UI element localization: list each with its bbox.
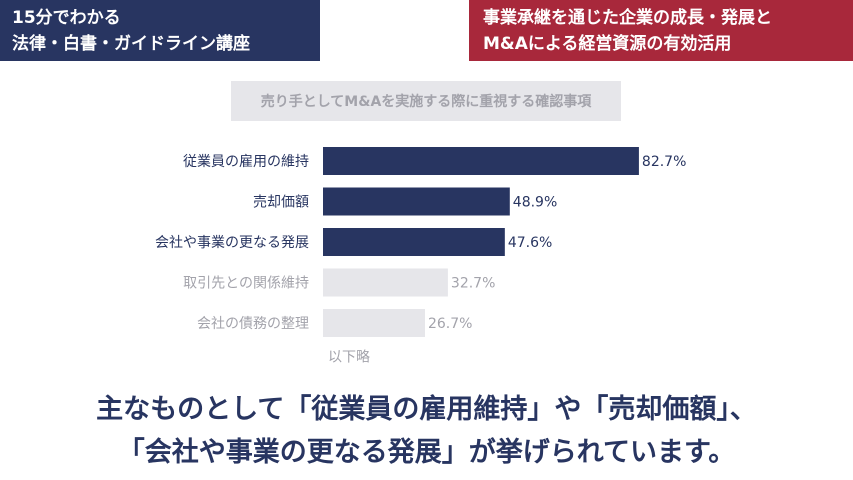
caption-line2: 「会社や事業の更なる発展」が挙げられています。 xyxy=(117,437,736,468)
bar xyxy=(323,147,639,175)
data-label: 48.9% xyxy=(513,195,557,211)
topic-badge: 事業承継を通じた企業の成長・発展と M&Aによる経営資源の有効活用 xyxy=(469,0,853,61)
category-label: 取引先との関係維持 xyxy=(183,276,309,292)
category-label: 売却価額 xyxy=(253,195,309,211)
series-title-line1: 15分でわかる xyxy=(12,8,121,28)
series-title-line2: 法律・白書・ガイドライン講座 xyxy=(12,34,250,54)
series-badge: 15分でわかる 法律・白書・ガイドライン講座 xyxy=(0,0,320,61)
data-label: 32.7% xyxy=(451,276,495,292)
data-label: 26.7% xyxy=(428,316,472,332)
caption-line1: 主なものとして「従業員の雇用維持」や「売却価額」、 xyxy=(96,394,757,425)
category-label: 会社や事業の更なる発展 xyxy=(155,235,309,251)
category-label: 従業員の雇用の維持 xyxy=(183,153,309,170)
bar xyxy=(323,187,510,216)
bar-chart: 従業員の雇用の維持 82.7% 売却価額 48.9% 会社や事業の更なる発展 47.6% 取… xyxy=(155,147,686,366)
topic-title-line1: 事業承継を通じた企業の成長・発展と xyxy=(483,8,772,28)
chart-title: 売り手としてM&Aを実施する際に重視する確認事項 xyxy=(231,81,621,121)
bar xyxy=(323,228,505,256)
category-label: 会社の債務の整理 xyxy=(197,316,309,332)
bar xyxy=(323,309,425,337)
data-label: 47.6% xyxy=(508,235,552,251)
chart-footnote: 以下略 xyxy=(328,350,370,366)
bar xyxy=(323,268,448,297)
topic-title-line2: M&Aによる経営資源の有効活用 xyxy=(483,34,732,54)
data-label: 82.7% xyxy=(642,154,686,170)
summary-caption: 主なものとして「従業員の雇用維持」や「売却価額」、 「会社や事業の更なる発展」が… xyxy=(0,388,853,474)
